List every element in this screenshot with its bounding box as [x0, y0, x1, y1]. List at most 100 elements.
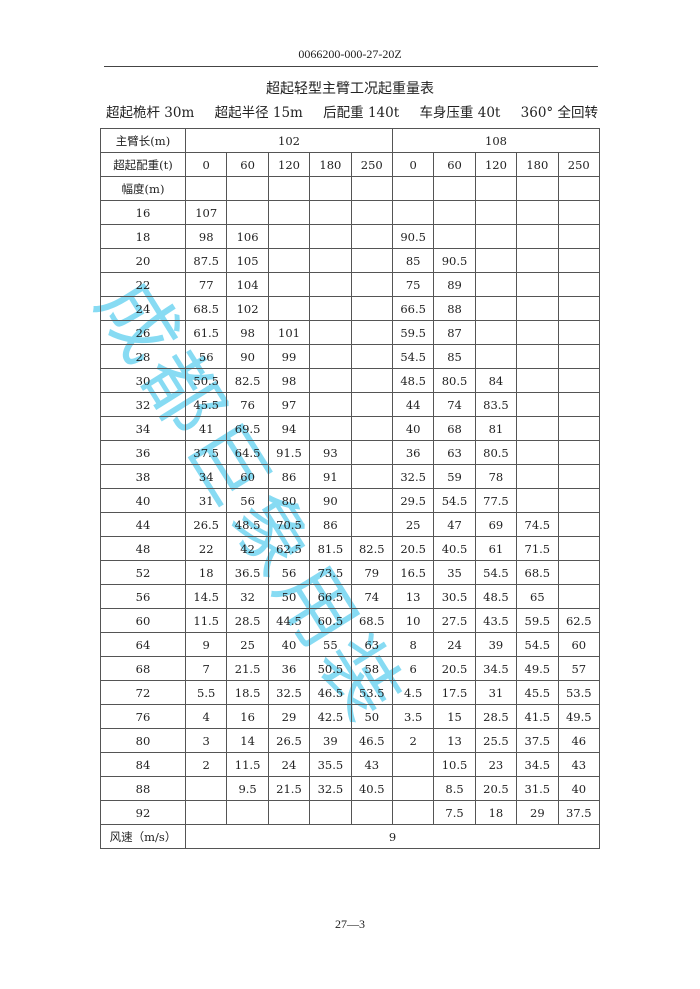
counterweight-cell: 60 [433, 152, 476, 177]
capacity-cell: 54.5 [474, 560, 518, 585]
capacity-cell [350, 464, 393, 489]
capacity-cell [309, 392, 352, 417]
capacity-cell [557, 248, 601, 273]
conditions-line: 超起桅杆 30m 超起半径 15m 后配重 140t 车身压重 40t 360°… [106, 101, 598, 121]
radius-cell: 16 [100, 200, 186, 225]
capacity-cell: 44 [391, 392, 435, 417]
capacity-cell: 7.5 [433, 800, 476, 825]
capacity-cell [516, 272, 559, 297]
capacity-cell: 85 [433, 344, 476, 369]
capacity-cell: 80 [267, 488, 311, 513]
capacity-cell: 13 [433, 728, 476, 753]
capacity-cell: 63 [433, 440, 476, 465]
capacity-cell: 8.5 [433, 776, 476, 801]
capacity-cell: 37.5 [184, 440, 228, 465]
capacity-cell: 35.5 [309, 752, 352, 777]
radius-cell: 18 [100, 224, 186, 249]
capacity-cell [474, 248, 518, 273]
capacity-cell: 31.5 [516, 776, 559, 801]
table-row: 30 50.5 82.5 98 48.5 80.5 84 [100, 368, 601, 393]
table-row: 68 7 21.5 36 50.5 58 6 20.5 34.5 49.5 57 [100, 656, 601, 681]
empty-cell [309, 176, 352, 201]
boom-length-102: 102 [185, 128, 393, 153]
capacity-cell [309, 296, 352, 321]
capacity-cell: 4.5 [391, 680, 435, 705]
capacity-cell: 62.5 [267, 536, 311, 561]
capacity-cell: 31 [184, 488, 228, 513]
radius-cell: 34 [100, 416, 186, 441]
capacity-cell: 101 [267, 320, 311, 345]
capacity-cell: 97 [267, 392, 311, 417]
capacity-cell: 29 [267, 704, 311, 729]
capacity-cell: 42 [226, 536, 269, 561]
capacity-cell [516, 296, 559, 321]
capacity-cell: 56 [184, 344, 228, 369]
counterweight-cell: 250 [350, 152, 393, 177]
capacity-cell: 91.5 [267, 440, 311, 465]
capacity-cell: 74.5 [516, 512, 559, 537]
condition-slewing: 360° 全回转 [520, 105, 598, 121]
capacity-cell: 2 [184, 752, 228, 777]
capacity-cell: 54.5 [391, 344, 435, 369]
capacity-cell [267, 200, 311, 225]
capacity-cell: 10 [391, 608, 435, 633]
capacity-cell: 59.5 [391, 320, 435, 345]
capacity-cell: 63 [350, 632, 393, 657]
capacity-cell: 28.5 [226, 608, 269, 633]
capacity-cell: 49.5 [516, 656, 559, 681]
capacity-cell [350, 392, 393, 417]
capacity-cell: 8 [391, 632, 435, 657]
capacity-cell [391, 200, 435, 225]
table-row: 40 31 56 80 90 29.5 54.5 77.5 [100, 488, 601, 513]
capacity-cell: 58 [350, 656, 393, 681]
radius-cell: 30 [100, 368, 186, 393]
condition-mast: 超起桅杆 30m [106, 105, 195, 121]
capacity-cell: 50.5 [184, 368, 228, 393]
capacity-cell [557, 464, 601, 489]
capacity-cell: 32.5 [309, 776, 352, 801]
capacity-cell: 99 [267, 344, 311, 369]
capacity-cell: 69.5 [226, 416, 269, 441]
capacity-cell [350, 224, 393, 249]
table-row: 24 68.5 102 66.5 88 [100, 296, 601, 321]
capacity-cell: 41.5 [516, 704, 559, 729]
table-row: 80 3 14 26.5 39 46.5 2 13 25.5 37.5 46 [100, 728, 601, 753]
table-row: 60 11.5 28.5 44.5 60.5 68.5 10 27.5 43.5 59.5 62.5 [100, 608, 601, 633]
capacity-cell: 59 [433, 464, 476, 489]
radius-cell: 44 [100, 512, 186, 537]
capacity-cell: 70.5 [267, 512, 311, 537]
capacity-cell: 59.5 [516, 608, 559, 633]
capacity-cell [474, 200, 518, 225]
capacity-cell [474, 272, 518, 297]
capacity-cell: 9.5 [226, 776, 269, 801]
capacity-cell: 49.5 [557, 704, 601, 729]
capacity-cell: 35 [433, 560, 476, 585]
capacity-cell: 40 [391, 416, 435, 441]
capacity-cell: 39 [474, 632, 518, 657]
radius-cell: 68 [100, 656, 186, 681]
empty-cell [226, 176, 269, 201]
capacity-cell: 21.5 [267, 776, 311, 801]
capacity-cell: 7 [184, 656, 228, 681]
capacity-cell: 20.5 [391, 536, 435, 561]
capacity-cell: 36 [267, 656, 311, 681]
radius-cell: 80 [100, 728, 186, 753]
capacity-cell: 3.5 [391, 704, 435, 729]
capacity-cell: 91 [309, 464, 352, 489]
capacity-cell: 61 [474, 536, 518, 561]
capacity-cell: 4 [184, 704, 228, 729]
counterweight-cell: 250 [557, 152, 601, 177]
counterweight-label: 超起配重(t) [100, 152, 186, 177]
capacity-cell: 65 [516, 584, 559, 609]
capacity-cell [391, 752, 435, 777]
capacity-cell [516, 464, 559, 489]
capacity-cell: 37.5 [557, 800, 601, 825]
capacity-cell: 89 [433, 272, 476, 297]
capacity-cell [557, 512, 601, 537]
capacity-cell: 104 [226, 272, 269, 297]
capacity-cell: 98 [184, 224, 228, 249]
capacity-cell: 34 [184, 464, 228, 489]
capacity-cell: 74 [433, 392, 476, 417]
capacity-cell [557, 536, 601, 561]
capacity-cell: 50.5 [309, 656, 352, 681]
